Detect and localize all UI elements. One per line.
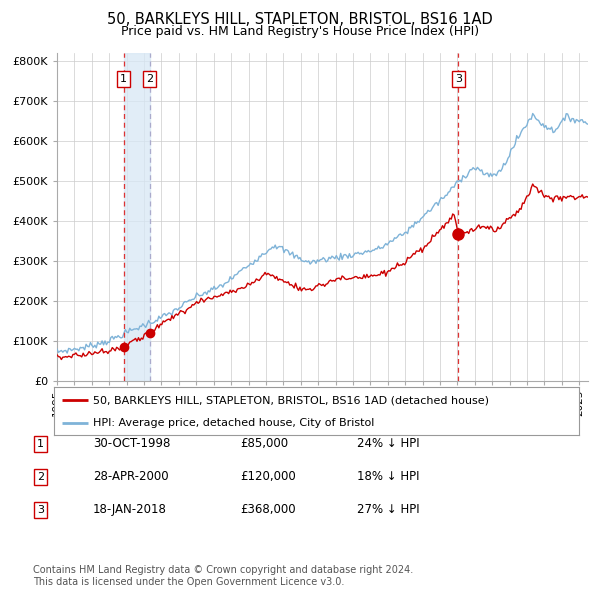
Text: Contains HM Land Registry data © Crown copyright and database right 2024.
This d: Contains HM Land Registry data © Crown c… — [33, 565, 413, 587]
Text: 50, BARKLEYS HILL, STAPLETON, BRISTOL, BS16 1AD: 50, BARKLEYS HILL, STAPLETON, BRISTOL, B… — [107, 12, 493, 27]
Text: £368,000: £368,000 — [240, 503, 296, 516]
Bar — [124, 53, 150, 381]
Text: 1: 1 — [120, 74, 127, 84]
Text: 30-OCT-1998: 30-OCT-1998 — [93, 437, 170, 450]
Text: 18-JAN-2018: 18-JAN-2018 — [93, 503, 167, 516]
Text: £85,000: £85,000 — [240, 437, 288, 450]
Text: 50, BARKLEYS HILL, STAPLETON, BRISTOL, BS16 1AD (detached house): 50, BARKLEYS HILL, STAPLETON, BRISTOL, B… — [94, 395, 490, 405]
Text: 1: 1 — [37, 439, 44, 448]
Text: 24% ↓ HPI: 24% ↓ HPI — [357, 437, 419, 450]
Text: 2: 2 — [146, 74, 154, 84]
Text: 3: 3 — [37, 505, 44, 514]
Text: 18% ↓ HPI: 18% ↓ HPI — [357, 470, 419, 483]
Text: 3: 3 — [455, 74, 462, 84]
Text: 27% ↓ HPI: 27% ↓ HPI — [357, 503, 419, 516]
Text: HPI: Average price, detached house, City of Bristol: HPI: Average price, detached house, City… — [94, 418, 375, 428]
Text: £120,000: £120,000 — [240, 470, 296, 483]
Text: 2: 2 — [37, 472, 44, 481]
Text: Price paid vs. HM Land Registry's House Price Index (HPI): Price paid vs. HM Land Registry's House … — [121, 25, 479, 38]
Text: 28-APR-2000: 28-APR-2000 — [93, 470, 169, 483]
